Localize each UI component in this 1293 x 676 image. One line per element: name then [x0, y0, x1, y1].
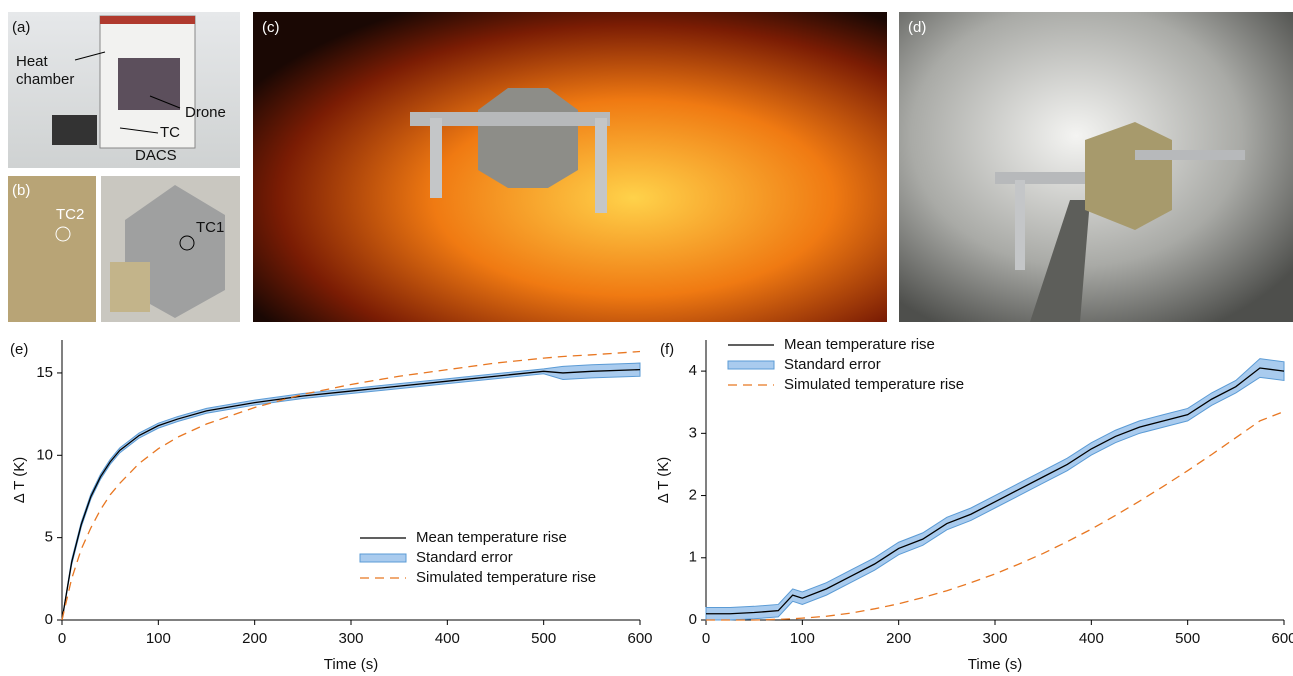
series-line [61, 350, 641, 621]
y-tick-label: 1 [689, 549, 697, 566]
chamber-top [100, 16, 195, 24]
drone-arm [995, 172, 1085, 184]
annotation: DACS [135, 147, 177, 164]
y-tick-label: 5 [45, 529, 53, 546]
x-tick-label: 600 [627, 630, 652, 647]
photo-left [8, 176, 96, 322]
pointer [74, 51, 106, 61]
pointer [149, 95, 181, 109]
rail [1030, 200, 1090, 322]
x-tick-label: 600 [1271, 630, 1293, 647]
legend-label: Standard error [784, 356, 881, 373]
x-axis-label: Time (s) [968, 656, 1022, 673]
y-tick-label: 10 [36, 446, 53, 463]
drone-leg [1015, 180, 1025, 270]
x-axis-label: Time (s) [324, 656, 378, 673]
x-tick-label: 100 [790, 630, 815, 647]
photo-a: (a) Heat chamber Drone TC DACS [8, 12, 240, 168]
marker [179, 235, 195, 251]
y-tick-label: 0 [45, 611, 53, 628]
pointer [119, 127, 159, 134]
y-tick-label: 15 [36, 364, 53, 381]
drone-leg [430, 118, 442, 198]
annotation: TC1 [196, 219, 224, 236]
x-tick-label: 0 [702, 630, 710, 647]
drone-body [478, 88, 578, 188]
annotation: TC2 [56, 206, 84, 223]
error-band [705, 358, 1285, 621]
series-line [706, 367, 1285, 615]
x-tick-label: 0 [58, 630, 66, 647]
legend-swatch [727, 360, 775, 370]
y-tick-label: 2 [689, 487, 697, 504]
y-tick-label: 3 [689, 424, 697, 441]
x-tick-label: 300 [338, 630, 363, 647]
legend-label: Mean temperature rise [416, 529, 567, 546]
x-tick-label: 400 [435, 630, 460, 647]
legend-label: Mean temperature rise [784, 336, 935, 353]
drone-panel [110, 262, 150, 312]
y-tick-label: 0 [689, 611, 697, 628]
x-tick-label: 400 [1079, 630, 1104, 647]
panel-label: (c) [262, 19, 280, 36]
x-tick-label: 300 [982, 630, 1007, 647]
marker [55, 226, 71, 242]
annotation: Heat [16, 53, 49, 70]
photo-d: (d) [899, 12, 1293, 322]
x-tick-label: 500 [531, 630, 556, 647]
panel-label: (e) [10, 341, 28, 358]
x-tick-label: 500 [1175, 630, 1200, 647]
photo-c: (c) [253, 12, 887, 322]
legend-label: Standard error [416, 549, 513, 566]
annotation: Drone [185, 104, 226, 121]
annotation: chamber [16, 71, 74, 88]
drone-arms [410, 112, 610, 126]
y-axis-label: Δ T (K) [655, 457, 672, 503]
x-tick-label: 200 [242, 630, 267, 647]
drone-body [1085, 122, 1172, 230]
y-tick-label: 4 [689, 362, 697, 379]
panel-label: (b) [12, 182, 30, 199]
legend-label: Simulated temperature rise [784, 376, 964, 393]
panel-label: (f) [660, 341, 674, 358]
panel-label: (d) [908, 19, 926, 36]
y-axis-label: Δ T (K) [11, 457, 28, 503]
annotation: TC [160, 124, 180, 141]
laptop [52, 115, 97, 145]
photo-b: (b) TC2 TC1 [8, 176, 240, 322]
legend-label: Simulated temperature rise [416, 569, 596, 586]
panel-label: (a) [12, 19, 30, 36]
legend-swatch [359, 553, 407, 563]
drone-leg [595, 118, 607, 213]
x-tick-label: 100 [146, 630, 171, 647]
series-line [61, 368, 641, 621]
chamber-window [118, 58, 180, 110]
drone-arm [1135, 150, 1245, 160]
x-tick-label: 200 [886, 630, 911, 647]
